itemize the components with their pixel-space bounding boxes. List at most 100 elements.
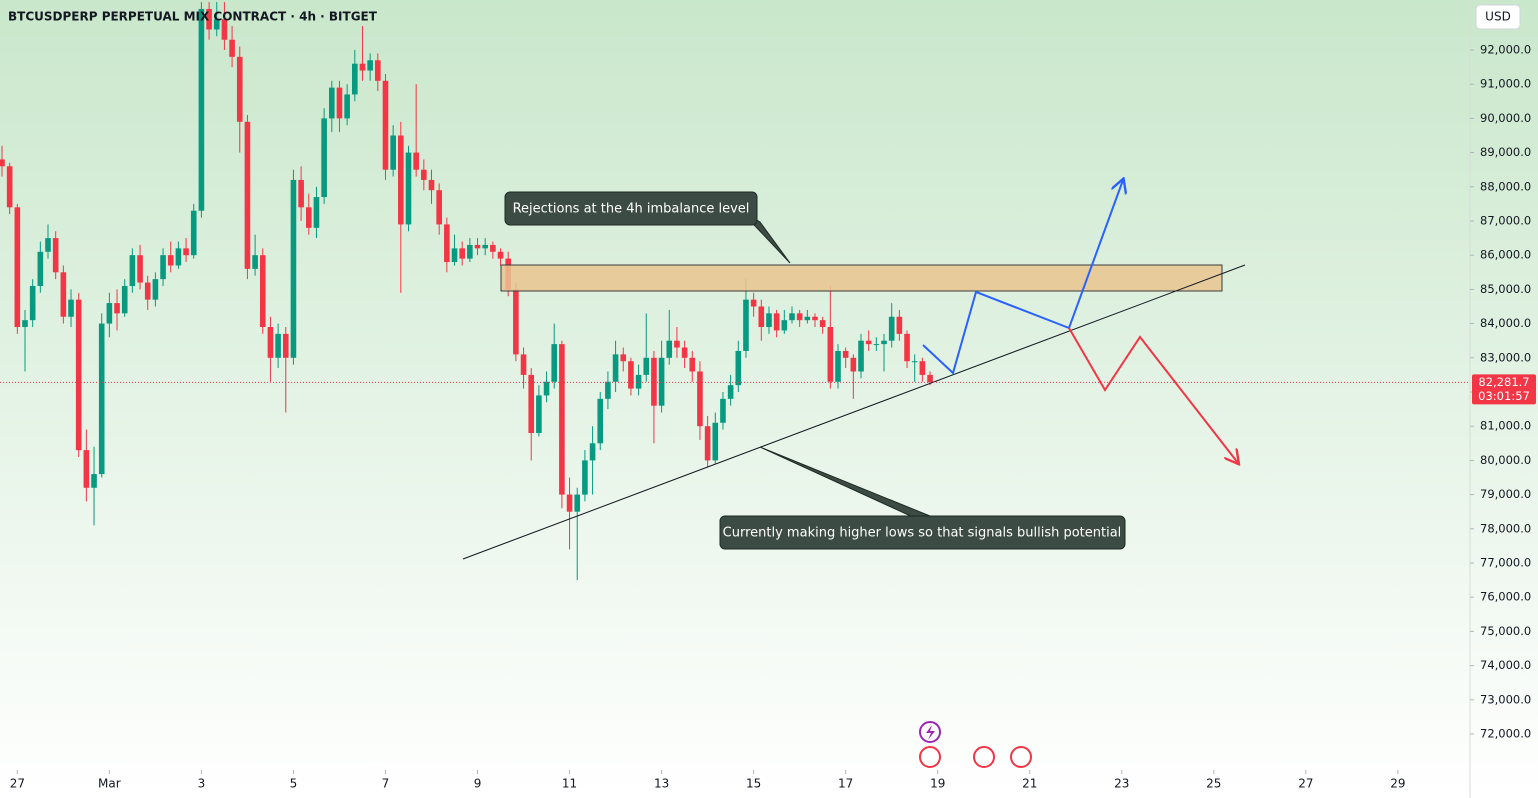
candle-body [651,357,657,406]
candle-body [520,354,527,375]
x-tick-label: 7 [382,777,390,791]
plot: Rejections at the 4h imbalance level Curr… [0,2,1246,581]
candle-body [620,354,627,362]
candle-body [114,303,120,314]
candle-body [321,118,327,198]
candle-body [367,60,373,71]
x-tick-label: 27 [10,777,25,791]
event-icon[interactable] [1010,746,1032,768]
y-tick-label: 87,000.0 [1480,213,1531,227]
candle-body [91,474,97,488]
candle-body [697,371,703,427]
candle-body [444,224,450,263]
y-tick-label: 91,000.0 [1480,77,1531,91]
candle-body [704,426,711,461]
candle-body [643,357,650,375]
x-tick-label: 11 [562,777,577,791]
candle-body [305,207,312,228]
candle-body [589,443,596,461]
candle-body [252,255,258,269]
y-tick-label: 83,000.0 [1480,350,1531,364]
y-tick-label: 85,000.0 [1480,282,1531,296]
y-tick-label: 92,000.0 [1480,42,1531,56]
candle-body [796,313,803,321]
candle-body [129,255,136,286]
candle-body [45,238,51,252]
candle-body [773,313,780,331]
candle-body [482,244,488,249]
y-tick-label: 75,000.0 [1480,624,1531,638]
candle-body [566,494,573,512]
candle-body [298,179,304,208]
candle-body [605,381,611,399]
candle-body [497,251,504,259]
candle-body [528,374,535,434]
candle-body [328,87,335,119]
currency-button[interactable] [1475,4,1521,30]
x-tick-label: 15 [746,777,761,791]
candle-body [536,395,542,434]
candle-body [83,450,90,488]
candle-body [398,135,404,225]
event-icon-glyph [926,725,935,740]
candle-body [152,279,159,300]
candle-body [727,385,734,399]
candle-body [474,244,481,249]
y-tick-label: 89,000.0 [1480,145,1531,159]
x-tick-label: 13 [654,777,669,791]
candle-body [781,320,788,331]
event-icons [919,721,1032,768]
y-tick-label: 74,000.0 [1480,658,1531,672]
candle-body [927,374,933,383]
y-tick-label: 73,000.0 [1480,692,1531,706]
imbalance-zone [500,264,1223,292]
candle-body [22,320,28,328]
candle-body [167,255,174,266]
candle-body [888,316,895,341]
candle-body [52,238,59,273]
candle-body [175,248,182,266]
candle-body [513,289,519,355]
candle-body [267,327,274,358]
callout-box [504,191,758,226]
callout-text: Rejections at the 4h imbalance level [513,202,750,217]
candle-body [658,357,665,406]
candle-body [121,285,128,314]
candle-body [375,60,381,81]
candle-body [282,333,289,358]
event-icon[interactable] [973,746,995,768]
last-price-label: 82,281.7 [1478,375,1529,389]
candle-body [213,19,220,30]
candle-body [390,135,396,170]
y-tick-label: 78,000.0 [1480,521,1531,535]
candle-body [37,251,44,286]
candle-body [873,344,880,346]
candle-body [919,361,926,375]
currency-label[interactable]: USD [1485,10,1511,24]
candle-body [352,63,358,95]
x-tick-label: 17 [838,777,853,791]
candle-body [336,87,343,119]
candle-body [198,8,205,211]
y-tick-label: 88,000.0 [1480,179,1531,193]
x-tick-label: 5 [290,777,298,791]
candle-body [597,398,604,444]
candle-body [229,39,235,57]
event-icon[interactable] [919,746,941,768]
candle-body [559,344,565,495]
candle-body [835,350,841,382]
candle-body [244,121,251,269]
candle-body [681,347,688,358]
candle-body [574,494,581,512]
x-tick-label: 25 [1206,777,1221,791]
candle-body [635,374,642,389]
trend-line [462,264,1246,560]
candle-body [904,333,910,362]
y-tick-label: 86,000.0 [1480,248,1531,262]
y-tick-label: 80,000.0 [1480,453,1531,467]
callout-box [719,515,1126,550]
candle-body [827,327,834,382]
